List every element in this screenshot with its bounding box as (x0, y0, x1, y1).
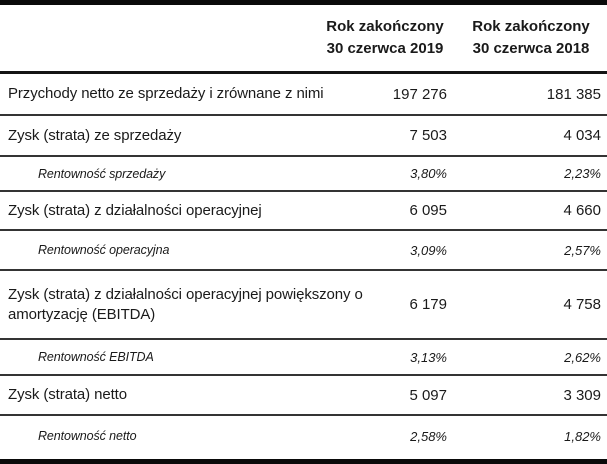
table-header-row: Rok zakończony 30 czerwca 2019 Rok zakoń… (0, 5, 607, 74)
row-label: Rentowność operacyjna (38, 243, 170, 257)
table-row-net-profit: Zysk (strata) netto 5 097 3 309 (0, 376, 607, 416)
value-fy2018: 2,23% (564, 166, 601, 181)
value-fy2018: 3 309 (563, 386, 601, 404)
row-label: Zysk (strata) netto (8, 386, 127, 403)
value-fy2019: 3,13% (410, 349, 447, 365)
row-label: Rentowność sprzedaży (38, 166, 166, 181)
value-fy2019: 6 179 (409, 296, 447, 313)
table-row-operating-margin: Rentowność operacyjna 3,09% 2,57% (0, 231, 607, 271)
table-row-net-revenue: Przychody netto ze sprzedaży i zrównane … (0, 74, 607, 116)
value-fy2018: 4 034 (563, 127, 601, 144)
row-label: Zysk (strata) z działalności operacyjnej… (8, 285, 363, 323)
row-label: Przychody netto ze sprzedaży i zrównane … (8, 85, 324, 102)
value-fy2019: 3,09% (410, 242, 447, 258)
table-row-sales-profit: Zysk (strata) ze sprzedaży 7 503 4 034 (0, 116, 607, 157)
row-label: Rentowność EBITDA (38, 350, 154, 364)
table-row-operating-profit: Zysk (strata) z działalności operacyjnej… (0, 192, 607, 231)
column-header-fy2018-line2: 30 czerwca 2018 (472, 40, 590, 57)
table-row-net-margin: Rentowność netto 2,58% 1,82% (0, 416, 607, 456)
value-fy2019: 7 503 (409, 127, 447, 144)
value-fy2018: 4 660 (563, 202, 601, 219)
value-fy2019: 5 097 (409, 386, 447, 404)
column-header-fy2019-line1: Rok zakończony (326, 18, 444, 35)
row-label: Zysk (strata) ze sprzedaży (8, 126, 182, 144)
value-fy2018: 181 385 (546, 85, 601, 103)
value-fy2018: 4 758 (563, 296, 601, 313)
column-header-fy2018-line1: Rok zakończony (472, 18, 590, 35)
value-fy2018: 1,82% (564, 428, 601, 444)
table-row-ebitda: Zysk (strata) z działalności operacyjnej… (0, 271, 607, 340)
table-row-sales-margin: Rentowność sprzedaży 3,80% 2,23% (0, 157, 607, 192)
value-fy2018: 2,57% (564, 242, 601, 258)
value-fy2019: 2,58% (410, 428, 447, 444)
value-fy2019: 3,80% (410, 166, 447, 181)
value-fy2019: 197 276 (392, 85, 447, 103)
row-label: Rentowność netto (38, 429, 137, 443)
value-fy2019: 6 095 (409, 202, 447, 219)
value-fy2018: 2,62% (564, 349, 601, 365)
column-header-fy2019: Rok zakończony 30 czerwca 2019 (315, 16, 455, 60)
row-label: Zysk (strata) z działalności operacyjnej (8, 201, 262, 219)
table-row-ebitda-margin: Rentowność EBITDA 3,13% 2,62% (0, 340, 607, 376)
column-header-fy2019-line2: 30 czerwca 2019 (326, 40, 444, 57)
column-header-fy2018: Rok zakończony 30 czerwca 2018 (455, 16, 607, 60)
